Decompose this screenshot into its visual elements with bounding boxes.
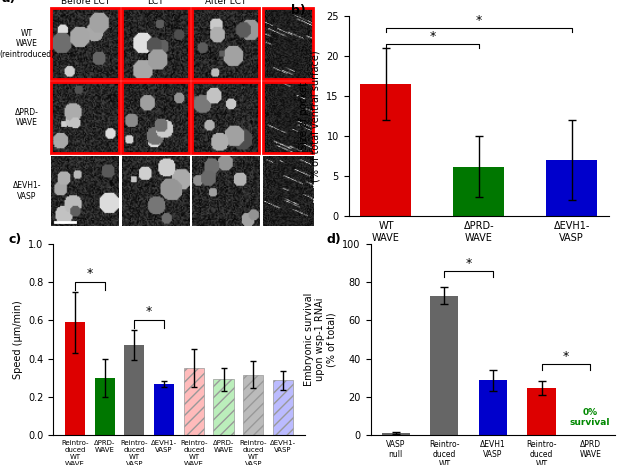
Bar bbox=[51, 82, 119, 153]
Bar bbox=[479, 380, 507, 435]
Bar bbox=[154, 384, 174, 435]
Bar bbox=[360, 84, 411, 216]
Y-axis label: Size of pocket
(% of total ventral surface): Size of pocket (% of total ventral surfa… bbox=[299, 50, 321, 182]
Text: 0%
survival: 0% survival bbox=[570, 408, 610, 427]
Bar bbox=[192, 8, 259, 79]
Text: WT
WAVE
(reintroduced): WT WAVE (reintroduced) bbox=[0, 29, 54, 59]
Bar bbox=[546, 160, 597, 216]
Text: *: * bbox=[465, 257, 472, 270]
Bar bbox=[263, 82, 313, 153]
Bar bbox=[453, 166, 504, 216]
Bar bbox=[430, 296, 458, 435]
Text: ΔPRD-
WAVE: ΔPRD- WAVE bbox=[14, 108, 39, 127]
Bar bbox=[382, 433, 410, 435]
Text: After LCT: After LCT bbox=[205, 0, 246, 6]
Text: *: * bbox=[146, 306, 153, 319]
Bar bbox=[65, 322, 85, 435]
Text: b): b) bbox=[291, 4, 306, 17]
Bar bbox=[243, 375, 263, 435]
Bar bbox=[122, 82, 189, 153]
Y-axis label: Speed (µm/min): Speed (µm/min) bbox=[13, 300, 23, 379]
Bar bbox=[263, 8, 313, 79]
Bar bbox=[95, 378, 115, 435]
Bar bbox=[184, 368, 204, 435]
Bar bbox=[273, 380, 293, 435]
Bar bbox=[214, 379, 234, 435]
Text: Before LCT: Before LCT bbox=[61, 0, 110, 6]
Text: *: * bbox=[430, 31, 436, 43]
Bar bbox=[124, 345, 144, 435]
Text: *: * bbox=[476, 14, 482, 27]
Bar bbox=[192, 82, 259, 153]
Bar bbox=[122, 8, 189, 79]
Text: ΔEVH1-
VASP: ΔEVH1- VASP bbox=[13, 181, 41, 201]
Text: c): c) bbox=[8, 232, 21, 246]
Text: LCT: LCT bbox=[147, 0, 164, 6]
Text: d): d) bbox=[327, 232, 341, 246]
Bar bbox=[51, 8, 119, 79]
Text: *: * bbox=[87, 267, 93, 280]
Bar bbox=[528, 388, 556, 435]
Y-axis label: Embryonic survival
upon wsp-1 RNAi
(% of total): Embryonic survival upon wsp-1 RNAi (% of… bbox=[304, 293, 337, 386]
Text: *: * bbox=[563, 350, 569, 363]
Text: a): a) bbox=[2, 0, 16, 5]
